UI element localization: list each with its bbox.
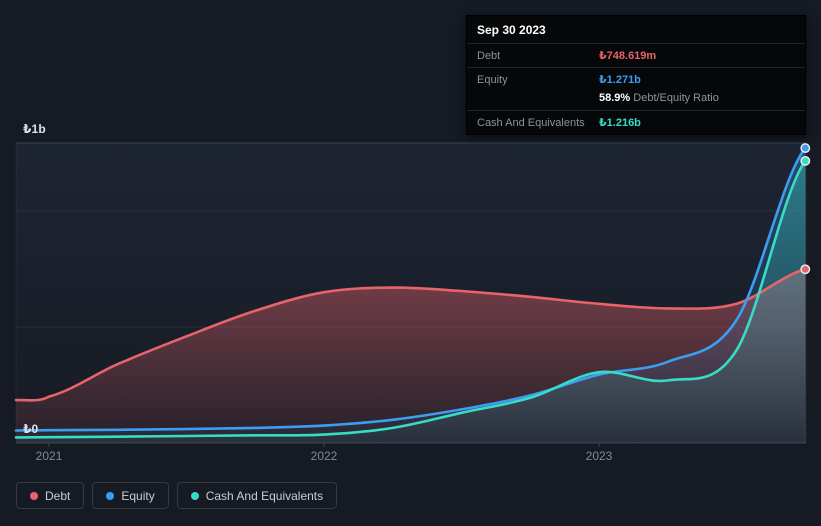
tooltip-debt-value: ₺748.619m xyxy=(599,50,657,62)
tooltip-equity-label: Equity xyxy=(477,74,508,86)
legend-label-cash: Cash And Equivalents xyxy=(205,488,324,503)
tooltip-date: Sep 30 2023 xyxy=(467,16,805,44)
x-axis-tick-2021: 2021 xyxy=(35,449,63,463)
tooltip-debt-label: Debt xyxy=(477,50,501,62)
tooltip-ratio-label: Debt/Equity Ratio xyxy=(633,92,719,104)
legend-item-cash[interactable]: Cash And Equivalents xyxy=(176,482,338,509)
legend-item-equity[interactable]: Equity xyxy=(92,482,169,509)
tooltip-ratio-row: 58.9% Debt/Equity Ratio xyxy=(467,91,805,111)
cash-color-dot xyxy=(190,491,199,500)
legend-label-debt: Debt xyxy=(45,488,71,503)
tooltip-cash-row: Cash And Equivalents ₺1.216b xyxy=(467,111,805,134)
tooltip-equity-value: ₺1.271b xyxy=(599,74,641,86)
legend-label-equity: Equity xyxy=(121,488,155,503)
y-axis-label-1b: ₺1b xyxy=(23,122,46,136)
tooltip-equity-row: Equity ₺1.271b xyxy=(467,68,805,91)
x-axis-tick-2022: 2022 xyxy=(310,449,338,463)
tooltip-cash-label: Cash And Equivalents xyxy=(477,117,585,129)
tooltip-ratio-value: 58.9% xyxy=(599,92,631,104)
equity-color-dot xyxy=(106,491,115,500)
debt-color-dot xyxy=(30,491,38,500)
tooltip-cash-value: ₺1.216b xyxy=(599,117,641,129)
y-axis-label-0: ₺0 xyxy=(23,422,39,436)
x-axis-tick-2023: 2023 xyxy=(585,449,613,463)
chart-tooltip: Sep 30 2023 Debt ₺748.619m Equity ₺1.271… xyxy=(466,15,806,135)
tooltip-debt-row: Debt ₺748.619m xyxy=(467,44,805,68)
chart-legend: Debt Equity Cash And Equivalents xyxy=(16,482,338,509)
legend-item-debt[interactable]: Debt xyxy=(16,482,85,509)
